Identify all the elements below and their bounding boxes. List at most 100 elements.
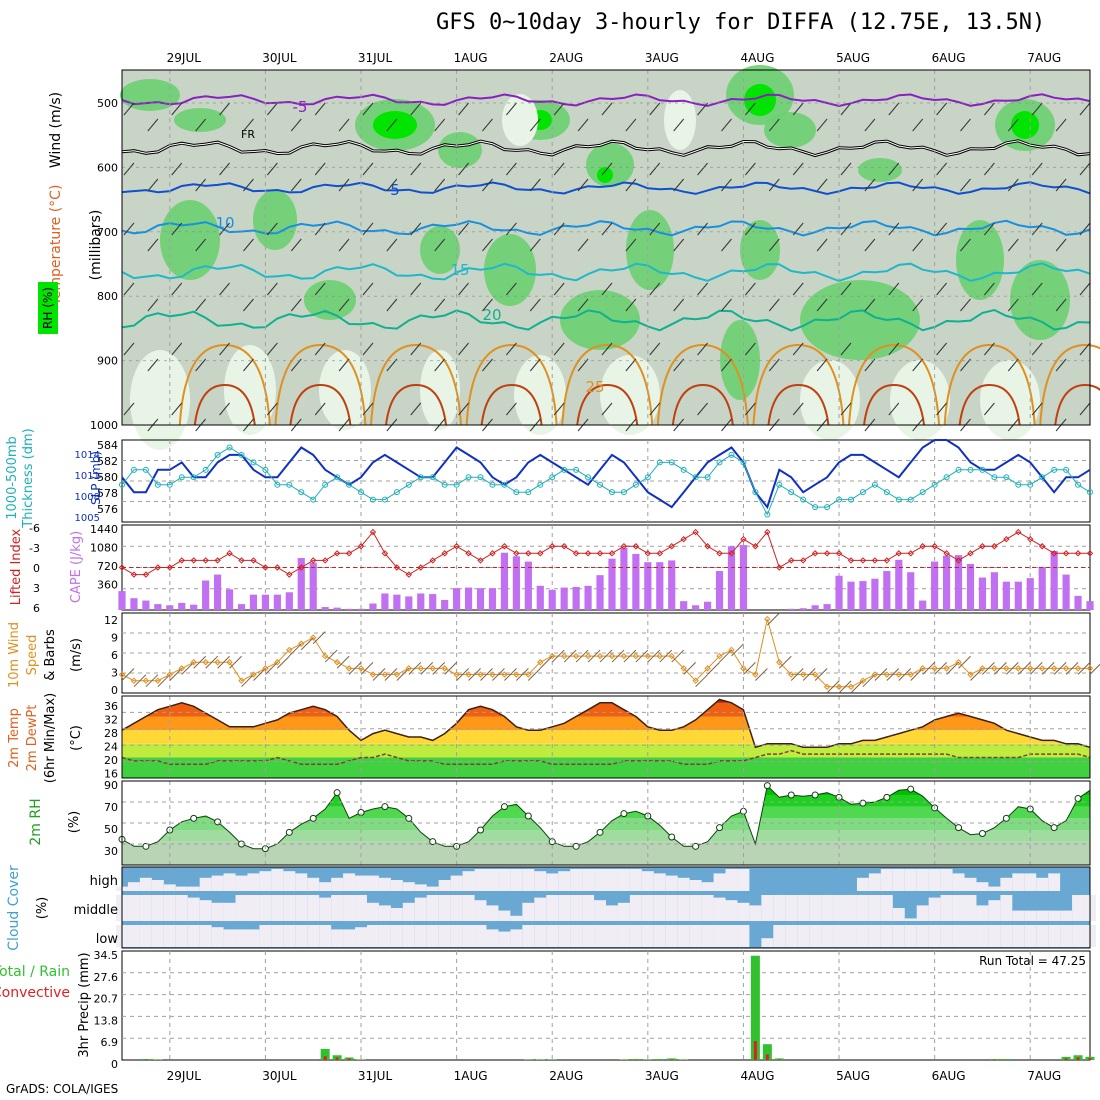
thickness-point: [405, 481, 412, 488]
upper-wind-barb: [1079, 102, 1091, 116]
upper-wind-barb: [649, 222, 661, 236]
wind-tick: 6: [111, 649, 118, 662]
thickness-point: [752, 489, 759, 496]
lifted-index-point: [811, 550, 819, 557]
surface-wind-barb: [1017, 662, 1031, 675]
upper-wind-barb: [434, 238, 446, 252]
cloud-clear-segment: [187, 886, 200, 891]
cape-bar: [739, 545, 748, 610]
wind-speed-point: [1015, 665, 1022, 672]
cloud-clear-segment: [940, 925, 953, 947]
upper-wind-barb: [601, 342, 613, 356]
thickness-point: [322, 481, 329, 488]
cloud-clear-segment: [510, 929, 523, 947]
surface-wind-barb: [898, 668, 912, 681]
lifted-index-point: [943, 550, 950, 557]
cape-bar: [500, 552, 509, 610]
surface-wind-barb: [958, 655, 971, 669]
cape-bar: [943, 555, 951, 610]
temp-band: [122, 757, 1090, 778]
cloud-clear-segment: [653, 873, 666, 891]
cloud-clear-segment: [331, 877, 344, 891]
wind-speed-point: [847, 683, 855, 691]
cloud-clear-segment: [880, 895, 893, 921]
wind-speed-point: [883, 671, 891, 678]
upper-wind-barb: [792, 282, 804, 296]
upper-wind-barb: [266, 402, 278, 416]
wind-speed-point: [501, 671, 508, 678]
wind-speed-point: [620, 652, 628, 660]
precip-tick: 27.6: [94, 971, 119, 984]
upper-wind-barb: [864, 178, 876, 192]
wind-speed-point: [130, 677, 138, 684]
cloud-clear-segment: [701, 925, 714, 947]
lifted-index-point: [310, 557, 317, 564]
surface-wind-barb: [1077, 662, 1091, 675]
temp-tick: 20: [104, 754, 118, 767]
thickness-point: [1003, 474, 1010, 481]
upper-wind-barb: [195, 178, 207, 192]
precip-total-bar: [631, 1059, 641, 1060]
cloud-clear-segment: [546, 895, 559, 921]
date-label-top: 2AUG: [549, 51, 583, 65]
upper-wind-barb: [219, 162, 230, 176]
contour-label: 5: [390, 181, 400, 199]
upper-wind-barb: [123, 162, 135, 176]
wind-speed-point: [310, 634, 317, 641]
thickness-point: [142, 466, 149, 473]
surface-wind-barb: [300, 637, 314, 651]
cloud-clear-segment: [438, 925, 451, 947]
thickness-point: [1027, 481, 1034, 488]
cloud-clear-segment: [880, 869, 893, 891]
cloud-clear-segment: [211, 927, 224, 947]
upper-wind-barb: [338, 118, 350, 132]
upper-wind-barb: [529, 298, 541, 312]
date-label-bottom: 1AUG: [454, 1069, 488, 1083]
precip-convective-bar: [323, 1056, 327, 1060]
wind-speed-point: [537, 659, 544, 666]
wind-speed-point: [274, 659, 281, 666]
slp-tick: 1011: [75, 471, 100, 482]
cloud-clear-segment: [474, 925, 487, 947]
cloud-clear-segment: [868, 925, 881, 947]
wind-speed-point: [1062, 665, 1070, 672]
rh-moist-area: [438, 132, 482, 168]
surface-wind-barb: [874, 668, 888, 681]
cloud-clear-segment: [892, 908, 905, 921]
surface-wind-barb: [575, 649, 589, 663]
upper-wind-barb: [673, 298, 685, 312]
isotherm-25: [656, 343, 749, 426]
rh-moist-area: [1010, 260, 1070, 340]
upper-wind-barb: [984, 402, 995, 416]
cloud-clear-segment: [187, 897, 200, 921]
upper-wind-barb: [195, 118, 207, 132]
surface-wind-barb: [396, 668, 410, 681]
upper-wind-barb: [171, 342, 183, 356]
pressure-tick-label: 1000: [90, 419, 118, 432]
cloud-clear-segment: [689, 925, 702, 947]
cloud-clear-segment: [689, 880, 702, 891]
surface-wind-barb: [1053, 662, 1067, 675]
cloud-clear-segment: [283, 895, 296, 921]
thickness-point: [585, 474, 592, 481]
cape-bar: [572, 586, 580, 610]
upper-wind-barb: [314, 102, 326, 116]
cloud-clear-segment: [988, 900, 1001, 921]
thickness-point: [537, 481, 544, 488]
surface-wind-barb: [229, 655, 242, 669]
rh-point: [524, 812, 532, 820]
wind-speed-point: [895, 671, 902, 678]
lifted-index-point: [1086, 550, 1094, 557]
surface-wind-barb: [551, 649, 565, 663]
cloud-clear-segment: [1024, 910, 1037, 921]
cloud-clear-segment: [916, 869, 929, 891]
upper-wind-barb: [505, 282, 517, 296]
cloud-clear-segment: [271, 895, 284, 921]
upper-wind-barb: [601, 282, 613, 296]
lifted-index-point: [716, 550, 723, 557]
thickness-point: [274, 481, 281, 488]
isotherm-30: [671, 383, 734, 426]
cape-bar: [823, 604, 831, 610]
thickness-point: [238, 451, 245, 458]
wind-speed-point: [214, 659, 221, 666]
